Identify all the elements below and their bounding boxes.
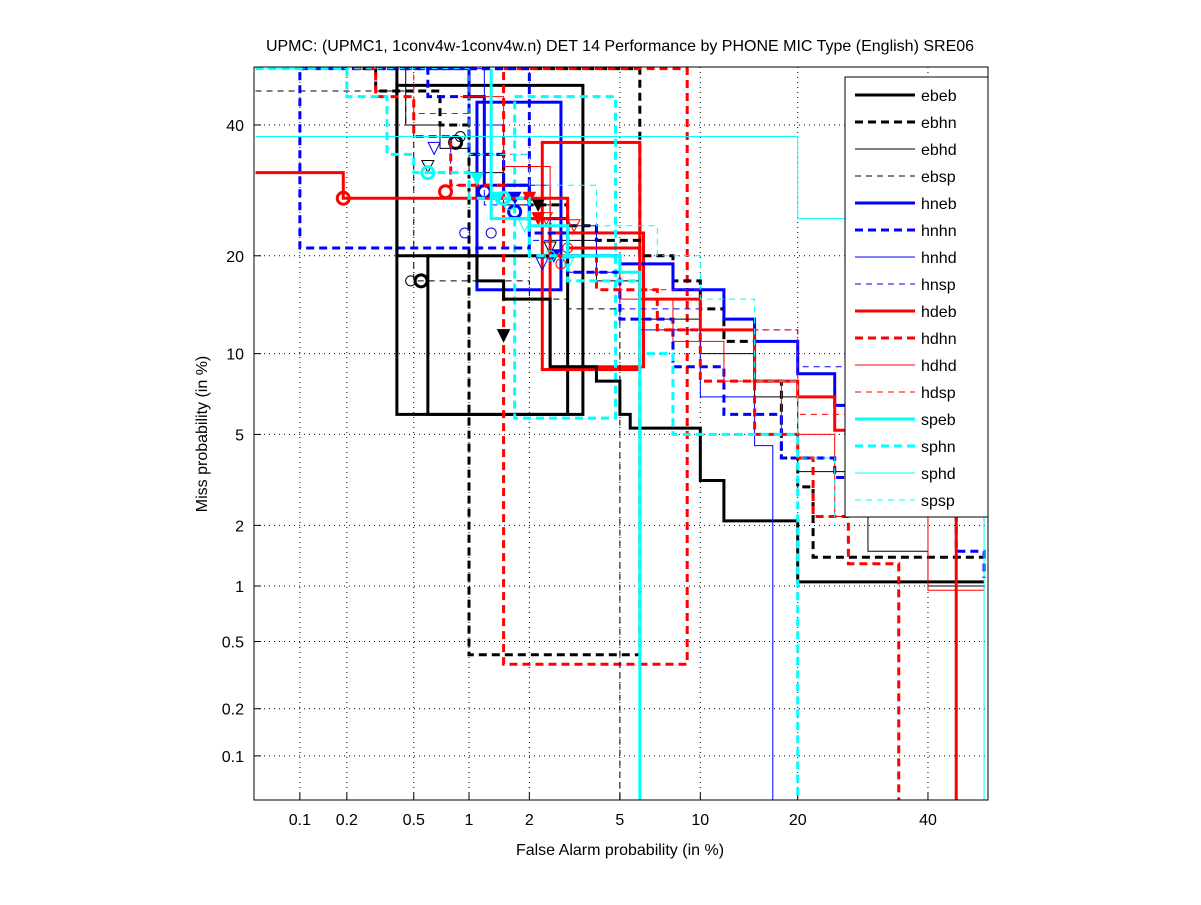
x-tick-label: 40	[919, 812, 937, 829]
x-ticks: 0.1 0.2 0.5 1 2 5 10 20 40	[289, 793, 937, 829]
series-line-spsp	[255, 68, 836, 526]
min-dcf-marker-hdsp	[555, 258, 567, 270]
y-tick-label: 0.1	[222, 749, 244, 766]
confidence-box-ebhn	[467, 67, 642, 657]
legend-box	[844, 76, 989, 518]
min-dcf-marker-sphn	[420, 165, 436, 181]
y-tick-label: 0.5	[222, 634, 244, 651]
legend-label-hdeb: hdeb	[921, 304, 957, 321]
x-axis-label: False Alarm probability (in %)	[516, 842, 724, 859]
legend-label-hnhd: hnhd	[921, 250, 957, 267]
series-line-speb	[489, 68, 642, 800]
y-tick-label: 10	[226, 347, 244, 364]
min-dcf-marker-spsp	[503, 199, 515, 211]
confidence-box-ebeb	[426, 254, 570, 416]
x-tick-label: 2	[525, 812, 534, 829]
act-dcf-marker-sphn	[490, 191, 505, 206]
act-dcf-marker-speb	[470, 172, 484, 187]
y-axis-label: Miss probability (in %)	[194, 356, 211, 512]
act-dcf-marker-hdsp	[567, 219, 581, 233]
y-tick-label: 5	[235, 427, 244, 444]
x-tick-label: 1	[465, 812, 474, 829]
series-line-hdsp	[375, 68, 985, 526]
confidence-box-sphn	[513, 95, 618, 420]
legend-label-sphn: sphn	[921, 439, 956, 456]
act-dcf-marker-hnsp	[427, 141, 441, 156]
y-tick-label: 40	[226, 118, 244, 135]
chart-title: UPMC: (UPMC1, 1conv4w-1conv4w.n) DET 14 …	[266, 38, 974, 55]
act-dcf-marker-hnhd	[535, 257, 550, 271]
min-dcf-marker-ebsp	[405, 275, 417, 287]
y-tick-label: 20	[226, 249, 244, 266]
legend-label-sphd: sphd	[921, 466, 956, 483]
legend-label-ebhd: ebhd	[921, 142, 957, 159]
x-tick-label: 20	[789, 812, 807, 829]
legend: ebeb ebhn ebhd ebsp hneb hnhn hnhd hnsp hdeb hdhn…	[844, 76, 989, 518]
legend-label-hnhn: hnhn	[921, 223, 957, 240]
y-tick-label: 2	[235, 518, 244, 535]
min-dcf-marker-ebeb	[413, 273, 429, 289]
act-dcf-marker-spsp	[517, 219, 532, 233]
legend-label-spsp: spsp	[921, 493, 955, 510]
legend-label-hnsp: hnsp	[921, 277, 956, 294]
y-tick-label: 1	[235, 579, 244, 596]
legend-label-hneb: hneb	[921, 196, 957, 213]
legend-label-speb: speb	[921, 412, 956, 429]
min-dcf-marker-hdeb	[335, 190, 351, 206]
x-tick-label: 0.5	[403, 812, 425, 829]
act-dcf-marker-ebeb	[496, 329, 511, 343]
legend-label-hdhn: hdhn	[921, 331, 957, 348]
legend-label-hdsp: hdsp	[921, 385, 956, 402]
x-tick-label: 0.2	[336, 812, 358, 829]
series-line-sphn	[255, 67, 800, 800]
series-line-hdhn	[353, 67, 901, 800]
y-tick-label: 0.2	[222, 702, 244, 719]
min-dcf-marker-hdhn	[438, 184, 454, 200]
series-line-ebsp	[255, 90, 621, 800]
x-tick-label: 0.1	[289, 812, 311, 829]
min-dcf-marker-hnhd	[485, 227, 497, 239]
min-dcf-marker-hnsp	[459, 227, 471, 239]
legend-label-ebsp: ebsp	[921, 169, 956, 186]
act-dcf-marker-sphd	[560, 257, 575, 271]
legend-label-ebhn: ebhn	[921, 115, 957, 132]
legend-label-ebeb: ebeb	[921, 88, 957, 105]
y-ticks: 0.1 0.2 0.5 1 2 5 10 20 40	[222, 118, 261, 766]
x-tick-label: 10	[691, 812, 709, 829]
x-tick-label: 5	[615, 812, 624, 829]
min-dcf-marker-sphd	[544, 250, 556, 262]
legend-label-hdhd: hdhd	[921, 358, 957, 375]
confidence-box-hneb	[475, 100, 563, 292]
